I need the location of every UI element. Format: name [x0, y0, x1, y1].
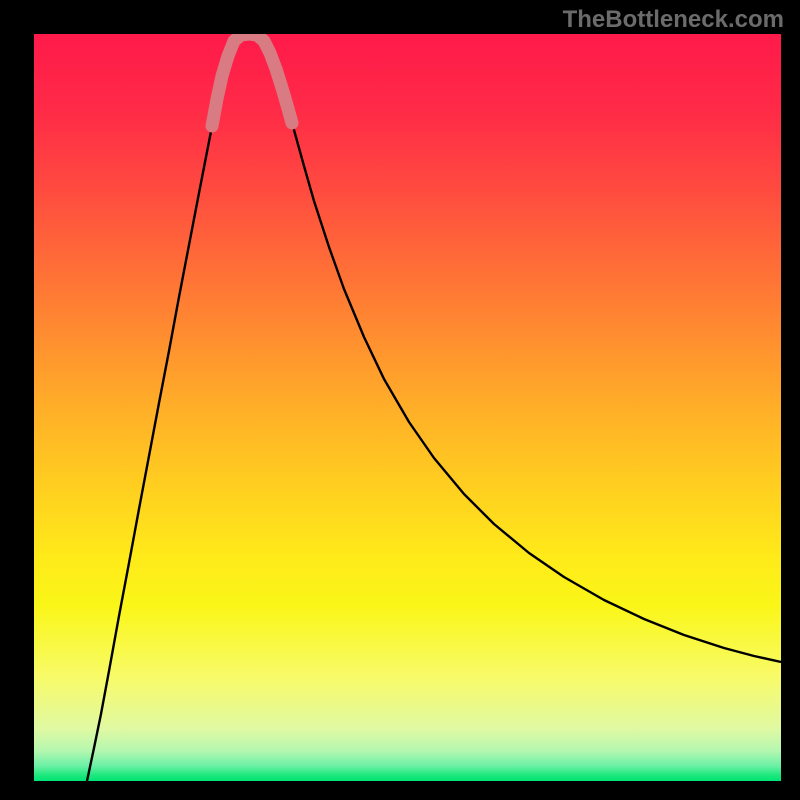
plot-container: TheBottleneck.com: [0, 0, 800, 800]
watermark-text: TheBottleneck.com: [563, 6, 784, 34]
bottleneck-curve-chart: [0, 0, 800, 800]
gradient-background: [34, 34, 781, 781]
